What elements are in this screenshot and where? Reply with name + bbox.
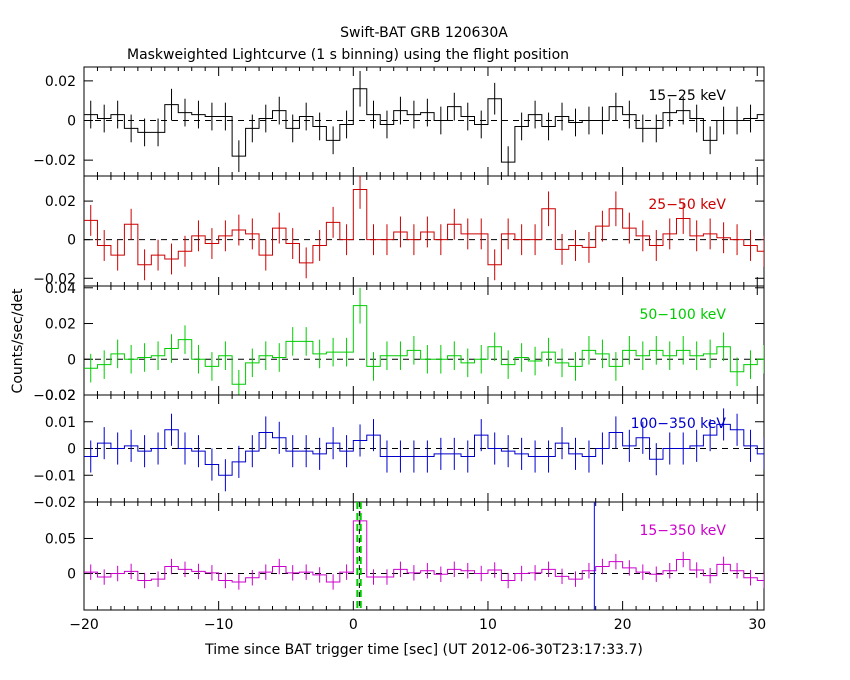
y-tick-label: −0.01 (33, 468, 76, 484)
series-line (84, 423, 764, 476)
series-group (84, 511, 764, 590)
y-tick-label: 0.02 (45, 388, 76, 404)
y-tick-label: 0.04 (45, 281, 76, 297)
x-tick-label: −10 (204, 617, 234, 633)
y-axis-label: Counts/sec/det (10, 288, 26, 393)
y-tick-label: 0.02 (45, 74, 76, 90)
chart-subtitle: Maskweighted Lightcurve (1 s binning) us… (127, 47, 569, 63)
panel-frame (83, 285, 765, 396)
y-tick-label: −0.02 (33, 271, 76, 287)
series-line (84, 88, 764, 163)
x-tick-label: −20 (69, 617, 99, 633)
y-tick-label: 0.02 (45, 194, 76, 210)
y-tick-label: 0.01 (45, 415, 76, 431)
x-axis-label: Time since BAT trigger time [sec] (UT 20… (204, 642, 643, 658)
chart-title: Swift-BAT GRB 120630A (340, 25, 508, 41)
panel-frame (83, 66, 765, 177)
band-label: 100−350 keV (631, 416, 727, 432)
y-tick-label: −0.02 (33, 153, 76, 169)
y-tick-label: 0 (67, 233, 76, 249)
panel-2: −0.02 0 0.02 0.04 50−100 keV (33, 281, 765, 404)
series-line (84, 189, 764, 266)
x-tick-label: 20 (614, 617, 632, 633)
panel-0: −0.02 0 0.02 15−25 keV (33, 66, 765, 177)
panel-1: −0.02 0 0.02 25−50 keV (33, 175, 765, 287)
panel-3: −0.02 −0.01 0 0.01 0.02 100−350 keV (33, 388, 765, 511)
band-label: 15−25 keV (648, 88, 726, 104)
y-tick-label: 0.05 (45, 531, 76, 547)
panel-frame (83, 501, 765, 611)
panel-4: 0 0.05 15−350 keV −20 −10 0 10 20 30 (45, 501, 766, 633)
x-tick-label: 30 (748, 617, 766, 633)
y-tick-label: 0 (67, 567, 76, 583)
series-group (84, 408, 764, 492)
series-group (84, 287, 764, 395)
series-line (84, 520, 764, 583)
x-tick-label: 10 (479, 617, 497, 633)
series-group (84, 176, 764, 281)
y-tick-label: −0.02 (33, 495, 76, 511)
y-tick-label: 0 (67, 442, 76, 458)
y-tick-label: 0 (67, 352, 76, 368)
panel-frame (83, 175, 765, 287)
band-label: 50−100 keV (639, 307, 726, 323)
y-tick-label: −0.02 (33, 388, 76, 404)
band-label: 15−350 keV (639, 523, 726, 539)
band-label: 25−50 keV (648, 197, 726, 213)
series-group (84, 70, 764, 176)
y-tick-label: 0 (67, 114, 76, 130)
y-tick-label: 0.02 (45, 317, 76, 333)
x-tick-label: 0 (349, 617, 358, 633)
